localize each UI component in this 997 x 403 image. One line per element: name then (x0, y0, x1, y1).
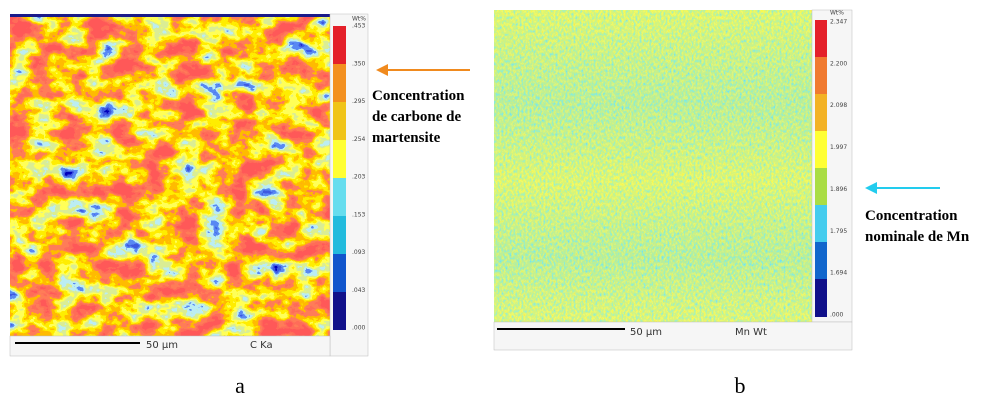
colorbar-tick-label: .453 (352, 23, 366, 30)
colorbar-tick-label: 1.795 (830, 228, 847, 235)
map-label: Mn Wt (735, 327, 767, 338)
colorbar-tick-label: .093 (352, 249, 366, 256)
panel-label: a (235, 373, 245, 398)
colorbar-tick-label: 2.200 (830, 60, 847, 67)
colorbar-tick-label: .295 (352, 98, 366, 105)
map-footer (493, 321, 853, 351)
colorbar-tick-label: 1.997 (830, 144, 847, 151)
scale-bar-label: 50 µm (630, 327, 662, 338)
colorbar-tick-label: 2.347 (830, 19, 847, 26)
annotation: Concentration (372, 88, 465, 104)
map-border (10, 14, 330, 17)
colorbar-tick-label: 1.896 (830, 186, 847, 193)
arrow-head (376, 64, 388, 76)
annotation: Concentration (865, 208, 958, 224)
colorbar-tick-label: .000 (830, 312, 844, 319)
colorbar-tick-label: .350 (352, 60, 366, 67)
colorbar-tick-label: .254 (352, 136, 366, 143)
colorbar-tick-label: .203 (352, 174, 366, 181)
scale-bar-label: 50 µm (146, 340, 178, 351)
map-banding (494, 10, 812, 322)
colorbar-unit: Wt% (352, 16, 366, 23)
map-footer (9, 335, 331, 357)
colorbar-unit: Wt% (830, 10, 844, 17)
annotation: de carbone de (372, 109, 462, 125)
carbon-map (10, 14, 330, 336)
map-label: C Ka (250, 340, 273, 351)
annotation: martensite (372, 130, 441, 146)
colorbar-tick-label: .153 (352, 211, 366, 218)
colorbar (815, 20, 827, 317)
colorbar (333, 26, 346, 330)
colorbar-tick-label: 2.098 (830, 102, 847, 109)
colorbar-tick-label: 1.694 (830, 270, 847, 277)
annotation: nominale de Mn (865, 229, 970, 245)
colorbar-tick-label: .000 (352, 325, 366, 332)
panel-label: b (735, 373, 746, 398)
colorbar-tick-label: .043 (352, 287, 366, 294)
arrow-head (865, 182, 877, 194)
